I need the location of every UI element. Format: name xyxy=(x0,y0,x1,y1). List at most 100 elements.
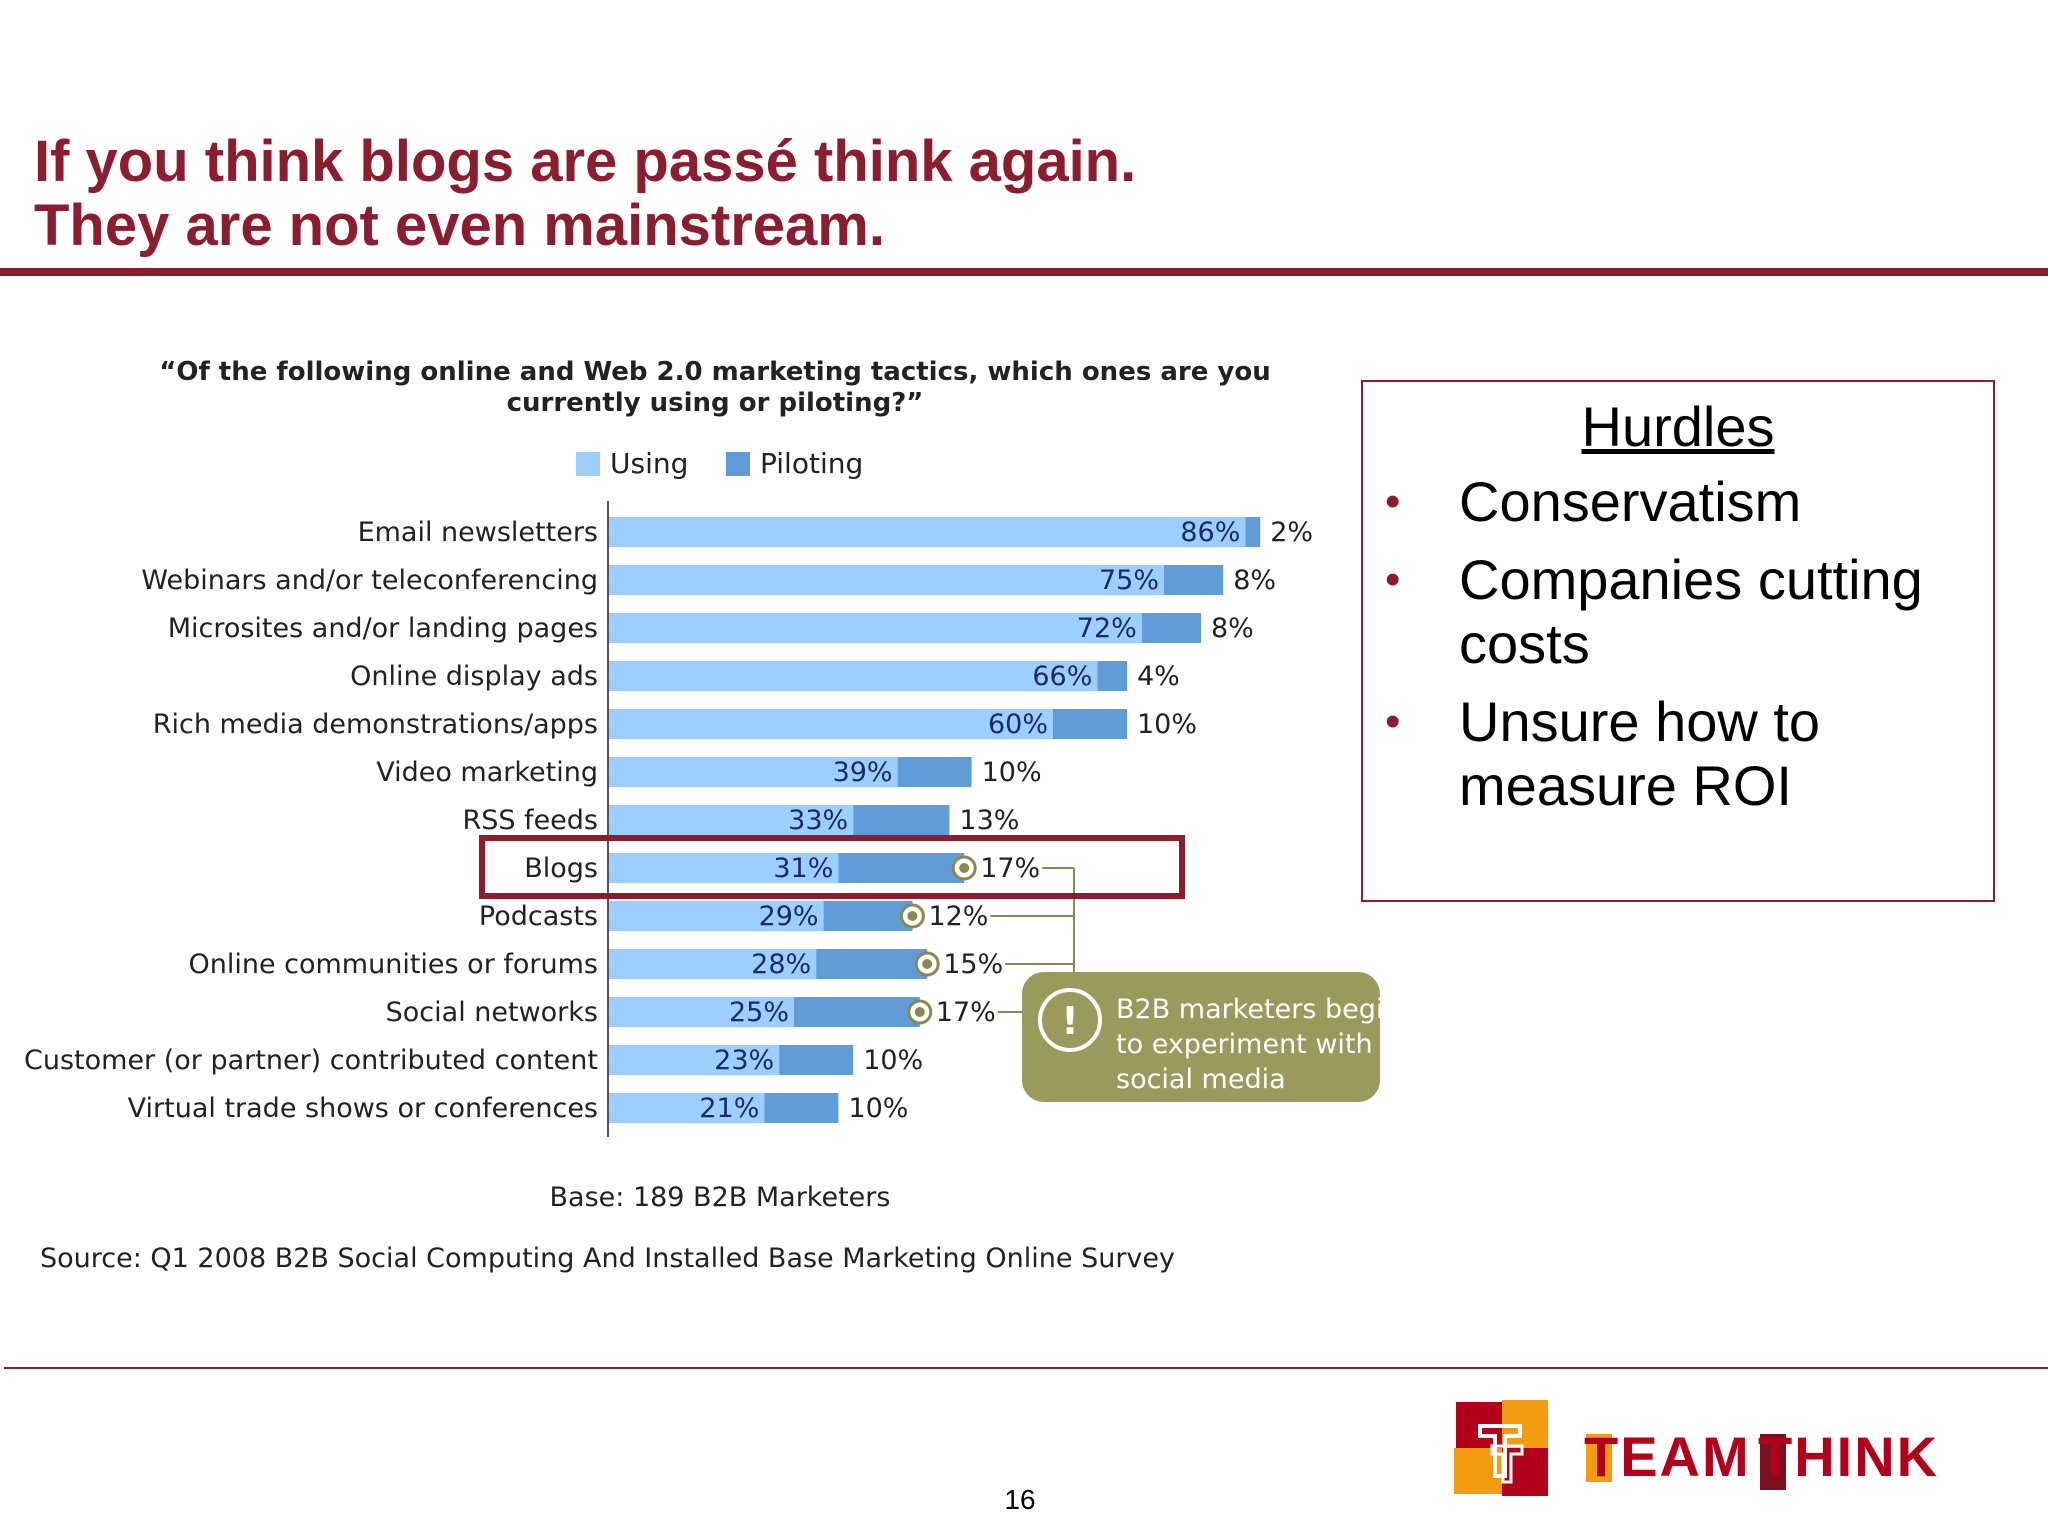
legend-label-using: Using xyxy=(610,447,688,480)
data-label-using: 23% xyxy=(714,1045,774,1076)
category-label: Podcasts xyxy=(479,901,598,932)
bullet-icon: • xyxy=(1385,555,1401,604)
data-label-piloting: 17% xyxy=(936,997,996,1028)
bar-piloting xyxy=(853,805,950,835)
hurdle-item: • Conservatism xyxy=(1363,470,1993,534)
data-label-piloting: 10% xyxy=(1137,709,1197,740)
bar-piloting xyxy=(838,853,965,883)
data-label-using: 29% xyxy=(759,901,819,932)
logo-t-block-2 xyxy=(1760,1434,1786,1490)
chart-question: “Of the following online and Web 2.0 mar… xyxy=(150,357,1280,419)
callout-text-line: to experiment with xyxy=(1116,1029,1373,1060)
category-label: Email newsletters xyxy=(358,517,598,548)
highlight-dot-icon xyxy=(922,959,933,969)
blogs-highlight-box xyxy=(479,835,1185,899)
title-divider xyxy=(0,268,2048,276)
bar-using xyxy=(609,901,824,931)
hurdle-line: Unsure how to xyxy=(1459,690,1821,753)
bar-piloting xyxy=(1245,517,1261,547)
legend-label-piloting: Piloting xyxy=(760,447,863,480)
category-label: Virtual trade shows or conferences xyxy=(128,1093,598,1124)
hurdle-line: costs xyxy=(1459,612,1590,675)
bar-piloting xyxy=(1141,613,1201,643)
bar-piloting xyxy=(897,757,972,787)
category-label: Customer (or partner) contributed conten… xyxy=(24,1045,598,1076)
chart-question-line2: currently using or piloting?” xyxy=(506,388,924,418)
data-label-piloting: 10% xyxy=(982,757,1042,788)
slide-title: If you think blogs are passé think again… xyxy=(34,130,1634,258)
hurdle-item: • Unsure how to measure ROI xyxy=(1363,690,1993,818)
bar-using xyxy=(609,853,839,883)
hurdles-title: Hurdles xyxy=(1581,395,1775,458)
chart-source-note: Source: Q1 2008 B2B Social Computing And… xyxy=(40,1243,1175,1274)
data-label-piloting: 10% xyxy=(848,1093,908,1124)
bar-piloting xyxy=(1164,565,1224,595)
hurdle-item: • Companies cutting costs xyxy=(1363,548,1993,676)
bar-piloting xyxy=(794,997,920,1027)
legend-swatch-using xyxy=(576,452,600,476)
category-label: Online communities or forums xyxy=(188,949,598,980)
hurdle-line: Conservatism xyxy=(1459,470,1802,533)
data-label-using: 75% xyxy=(1099,565,1159,596)
callout-text-line: social media xyxy=(1116,1064,1286,1095)
category-label: Online display ads xyxy=(350,661,598,692)
page-number: 16 xyxy=(1004,1484,1036,1515)
bar-piloting xyxy=(779,1045,854,1075)
bar-using xyxy=(609,709,1053,739)
category-label: Microsites and/or landing pages xyxy=(168,613,598,644)
stacked-bar-chart: Using Piloting Email newsletters 86% 2% Webin… xyxy=(24,447,1400,1137)
bar-piloting xyxy=(764,1093,839,1123)
bar-using xyxy=(609,613,1142,643)
bar-piloting xyxy=(1053,709,1127,739)
logo-word-think: THINK xyxy=(1758,1425,1939,1488)
exclamation-icon xyxy=(1038,988,1102,1052)
hurdle-line: Companies cutting xyxy=(1459,548,1923,611)
data-label-piloting: 17% xyxy=(980,853,1040,884)
legend-swatch-piloting xyxy=(726,452,750,476)
category-label: Blogs xyxy=(524,853,598,884)
footer-divider xyxy=(4,1367,2048,1369)
data-label-using: 72% xyxy=(1077,613,1137,644)
data-label-piloting: 15% xyxy=(943,949,1003,980)
data-label-piloting: 2% xyxy=(1270,517,1313,548)
callout-text-line: B2B marketers begin xyxy=(1116,994,1400,1025)
bar-using xyxy=(609,949,817,979)
team-think-logo: TEAM THINK xyxy=(1454,1400,1939,1496)
bar-piloting xyxy=(1097,661,1127,691)
slide-title-line2: They are not even mainstream. xyxy=(34,193,885,258)
bullet-icon: • xyxy=(1385,477,1401,526)
data-label-using: 86% xyxy=(1180,517,1240,548)
bar-using xyxy=(609,1093,765,1123)
category-label: RSS feeds xyxy=(462,805,598,836)
bar-using xyxy=(609,517,1246,547)
data-label-using: 66% xyxy=(1032,661,1092,692)
chart-base-note: Base: 189 B2B Marketers xyxy=(549,1182,891,1213)
hurdles-box: Hurdles • Conservatism • Companies cutti… xyxy=(1361,380,1995,902)
bar-piloting xyxy=(823,901,913,931)
data-label-using: 33% xyxy=(788,805,848,836)
data-label-piloting: 12% xyxy=(928,901,988,932)
bar-piloting xyxy=(816,949,928,979)
data-label-piloting: 10% xyxy=(863,1045,923,1076)
data-label-using: 21% xyxy=(699,1093,759,1124)
bar-using xyxy=(609,661,1098,691)
category-label: Video marketing xyxy=(376,757,598,788)
data-label-using: 31% xyxy=(773,853,833,884)
category-label: Rich media demonstrations/apps xyxy=(153,709,598,740)
highlight-dot-icon xyxy=(907,911,918,921)
bar-using xyxy=(609,565,1164,595)
bar-using xyxy=(609,805,854,835)
highlight-dot-icon xyxy=(959,863,970,873)
callout-bubble xyxy=(1022,972,1380,1102)
slide-title-line1: If you think blogs are passé think again… xyxy=(34,129,1137,194)
logo-t-block-1 xyxy=(1586,1434,1612,1482)
category-label: Webinars and/or teleconferencing xyxy=(141,565,598,596)
data-label-piloting: 8% xyxy=(1233,565,1276,596)
highlight-dot-icon xyxy=(914,1007,925,1017)
hurdles-list: • Conservatism • Companies cutting costs… xyxy=(1363,470,1993,832)
bar-using xyxy=(609,997,794,1027)
hurdle-line: measure ROI xyxy=(1459,754,1792,817)
data-label-piloting: 13% xyxy=(959,805,1019,836)
bar-using xyxy=(609,1045,780,1075)
data-label-piloting: 8% xyxy=(1211,613,1254,644)
